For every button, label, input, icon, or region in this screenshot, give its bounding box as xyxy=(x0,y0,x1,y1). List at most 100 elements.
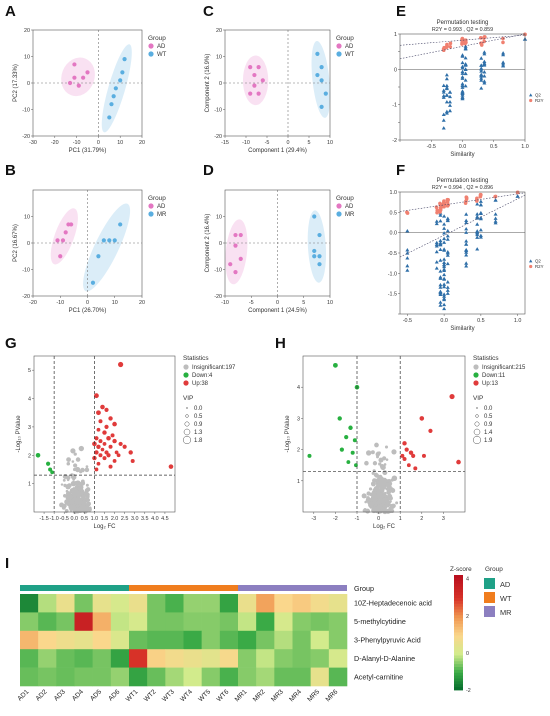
insignificant-point xyxy=(75,480,81,486)
insignificant-point xyxy=(364,500,367,504)
q2-point xyxy=(445,237,450,241)
q2-point xyxy=(434,219,439,223)
q2-point xyxy=(438,269,443,273)
data-point-wt xyxy=(319,78,324,83)
heatmap-cell xyxy=(201,594,221,613)
colorbar-segment xyxy=(454,641,463,645)
colorbar-segment xyxy=(454,658,463,662)
colorbar-segment xyxy=(454,626,463,631)
up-point xyxy=(402,456,407,461)
insignificant-point xyxy=(69,508,73,512)
colorbar-segment xyxy=(454,586,463,590)
insignificant-point xyxy=(381,498,387,503)
q2-point xyxy=(405,248,410,252)
q2-point xyxy=(448,103,452,107)
confidence-ellipse-ad xyxy=(50,208,78,265)
heatmap-cell xyxy=(328,649,348,668)
up-point xyxy=(411,453,416,458)
data-point-ad xyxy=(238,256,243,261)
panel-h: -3 -2 -1 0 1 2 3 1 2 3 4 Log₂ FC -Log₁₀ PValue Statis… xyxy=(285,355,526,530)
q2-point xyxy=(460,54,465,58)
heatmap-cell xyxy=(201,630,221,650)
y-tick-label: 0.5 xyxy=(390,210,398,216)
q2-point xyxy=(464,242,469,246)
x-tick-label: -20 xyxy=(51,140,59,146)
colorbar-segment xyxy=(454,612,463,616)
heatmap-cell xyxy=(310,630,330,650)
panel-label-h: H xyxy=(275,335,286,352)
legend-marker-r2y xyxy=(529,264,533,269)
q2-point xyxy=(442,292,447,296)
heatmap-cell xyxy=(238,630,257,650)
heatmap-cell xyxy=(165,667,184,687)
heatmap-cell xyxy=(256,612,275,632)
colorbar-segment xyxy=(454,675,463,679)
x-axis-label: Similarity xyxy=(450,326,474,332)
x-tick-label: 2.5 xyxy=(121,516,129,522)
q2-point xyxy=(460,64,465,69)
legend-label-stat: Insignificant:197 xyxy=(192,365,236,371)
heatmap-cell xyxy=(219,612,239,632)
insignificant-point xyxy=(372,494,378,500)
x-tick-label: -10 xyxy=(56,300,64,306)
insignificant-point xyxy=(366,496,370,500)
colorbar-segment xyxy=(454,589,463,593)
heatmap-cell xyxy=(20,630,39,650)
heatmap-column-label: WT4 xyxy=(179,688,194,703)
vip-legend-label: 0.9 xyxy=(484,422,493,428)
heatmap-cell xyxy=(165,594,184,613)
legend-label-q2: Q2 xyxy=(535,259,541,264)
heatmap-column-label: WT2 xyxy=(143,688,158,703)
y-tick-label: 4 xyxy=(28,397,31,403)
data-point-mr xyxy=(317,232,322,238)
heatmap-cell xyxy=(92,630,112,650)
data-point-wt xyxy=(118,78,123,83)
chart-title: Permutation testing xyxy=(437,20,489,26)
data-point-ad xyxy=(252,72,257,78)
data-point-ad xyxy=(60,238,66,243)
y-tick-label: -10 xyxy=(214,268,222,274)
q2-point xyxy=(478,210,483,215)
heatmap-column-label: MR4 xyxy=(288,688,303,703)
up-point xyxy=(94,436,99,441)
q2-point xyxy=(493,212,498,216)
heatmap-column-label: AD4 xyxy=(71,688,85,702)
data-point-ad xyxy=(72,75,77,80)
q2-point xyxy=(445,228,450,233)
up-point xyxy=(402,441,407,446)
x-tick-label: 5 xyxy=(308,140,311,146)
colorbar-segment xyxy=(454,638,463,642)
insignificant-point xyxy=(382,456,387,461)
data-point-ad xyxy=(248,65,253,70)
vip-legend-label: 1.9 xyxy=(484,438,493,444)
q2-point xyxy=(442,240,447,244)
q2-point xyxy=(442,272,447,277)
heatmap-cell xyxy=(38,667,57,687)
legend-label-r2y: R2Y xyxy=(535,98,544,103)
q2-point xyxy=(478,199,483,203)
heatmap-column-label: AD1 xyxy=(16,688,30,702)
insignificant-point xyxy=(388,509,393,514)
x-axis-label: Component 1 (29.4%) xyxy=(248,148,307,154)
q2-point xyxy=(434,240,439,245)
colorbar-segment xyxy=(454,681,463,685)
x-tick-label: -3 xyxy=(311,516,316,522)
heatmap-cell xyxy=(292,612,311,632)
group-bar-mr xyxy=(238,585,347,591)
heatmap-cell xyxy=(183,612,202,632)
q2-point xyxy=(438,241,443,245)
heatmap-row-label: D-Alanyl-D-Alanine xyxy=(354,654,415,663)
x-tick-label: 3.0 xyxy=(131,516,139,522)
insignificant-point xyxy=(364,460,369,466)
q2-point xyxy=(405,256,410,260)
heatmap-cell xyxy=(110,649,130,668)
data-point-wt xyxy=(120,70,125,75)
r2y-point xyxy=(460,37,464,42)
q2-point xyxy=(434,221,439,226)
confidence-ellipse-ad xyxy=(225,219,248,285)
y-tick-label: 0 xyxy=(219,241,222,247)
y-tick-label: 1 xyxy=(28,482,31,488)
colorbar-segment xyxy=(454,635,463,639)
q2-point xyxy=(445,280,450,284)
